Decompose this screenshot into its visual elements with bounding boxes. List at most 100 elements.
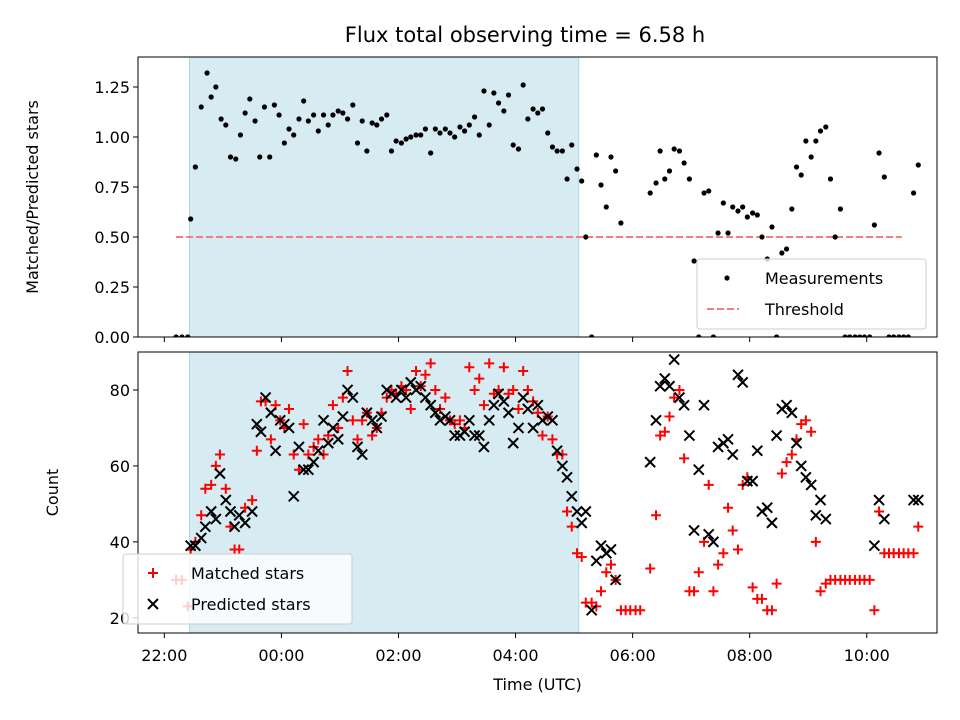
data-point xyxy=(312,445,324,457)
data-point xyxy=(513,403,524,414)
data-point xyxy=(766,517,778,529)
data-point xyxy=(350,102,356,108)
data-point xyxy=(618,220,624,226)
data-point xyxy=(364,148,370,154)
data-point xyxy=(761,501,773,514)
data-point xyxy=(686,176,692,182)
data-point xyxy=(510,142,516,148)
data-point xyxy=(425,358,436,369)
x-tick-label: 06:00 xyxy=(610,646,656,665)
axes-frame xyxy=(137,56,938,338)
data-point xyxy=(405,376,417,389)
data-point xyxy=(184,539,197,552)
data-point xyxy=(832,234,838,240)
data-point xyxy=(185,334,191,337)
data-point xyxy=(783,246,790,252)
data-point xyxy=(798,172,804,178)
y-tick-label: 1.25 xyxy=(94,78,130,97)
data-point xyxy=(214,449,225,460)
data-point xyxy=(347,391,359,404)
data-point xyxy=(605,559,616,570)
data-point xyxy=(559,148,565,154)
data-point xyxy=(539,106,546,112)
data-point xyxy=(437,130,443,136)
data-point xyxy=(878,513,891,525)
data-point xyxy=(598,182,604,188)
data-point xyxy=(501,108,507,114)
data-point xyxy=(547,434,558,445)
data-point xyxy=(556,460,569,472)
data-point xyxy=(302,464,315,476)
ratio-panel: 0.00 0.25 0.50 0.75 1.00 1.25 Matched/Predicte… xyxy=(23,56,938,347)
x-tick-label: 10:00 xyxy=(844,646,890,665)
data-point xyxy=(793,164,800,170)
data-point xyxy=(876,150,882,156)
data-point xyxy=(284,403,295,414)
data-point xyxy=(286,126,292,132)
data-point xyxy=(305,118,311,124)
data-point xyxy=(398,140,405,146)
data-point xyxy=(195,532,207,544)
data-point xyxy=(469,384,480,395)
data-point xyxy=(242,110,248,116)
data-point xyxy=(411,365,422,376)
data-point xyxy=(852,334,858,337)
data-point xyxy=(199,520,212,533)
data-point xyxy=(718,548,729,559)
data-point xyxy=(213,84,219,90)
data-point xyxy=(823,124,829,130)
data-point xyxy=(218,116,224,122)
y-tick-label: 1.00 xyxy=(94,128,130,147)
data-point xyxy=(354,140,361,146)
data-point xyxy=(188,216,194,222)
data-point xyxy=(271,102,277,108)
data-point xyxy=(827,176,834,182)
data-point xyxy=(736,376,749,389)
data-point xyxy=(810,536,821,547)
data-point xyxy=(505,92,512,98)
data-point xyxy=(525,116,531,122)
data-point xyxy=(747,582,758,593)
data-point xyxy=(744,214,750,220)
data-point xyxy=(653,180,659,186)
data-point xyxy=(424,399,437,411)
data-point xyxy=(756,593,767,604)
data-point xyxy=(657,148,663,154)
data-point xyxy=(204,70,210,76)
data-point xyxy=(703,528,715,540)
y-tick-label: 0.25 xyxy=(94,278,130,297)
data-point xyxy=(698,399,710,411)
data-point xyxy=(234,544,245,555)
data-point xyxy=(603,204,609,210)
data-point xyxy=(564,176,570,182)
data-point xyxy=(473,429,485,442)
data-point xyxy=(325,122,331,128)
data-point xyxy=(754,212,760,218)
data-point xyxy=(478,441,490,453)
data-point xyxy=(644,456,656,468)
data-point xyxy=(356,448,368,461)
y-tick-label: 40 xyxy=(110,533,130,552)
data-point xyxy=(727,525,738,536)
data-point xyxy=(483,414,495,427)
y-tick-label: 0.50 xyxy=(94,228,130,247)
x-tick-label: 02:00 xyxy=(375,646,421,665)
x-tick-label: 08:00 xyxy=(727,646,773,665)
y-axis-label: Count xyxy=(43,469,62,517)
data-point xyxy=(471,114,478,120)
data-point xyxy=(545,130,551,136)
data-point xyxy=(267,154,273,160)
chart-title: Flux total observing time = 6.58 h xyxy=(345,23,705,47)
data-point xyxy=(317,414,330,427)
data-point xyxy=(257,154,263,160)
data-point xyxy=(468,429,481,442)
data-point xyxy=(228,520,241,533)
data-point xyxy=(654,380,666,392)
data-point xyxy=(313,434,324,445)
data-point xyxy=(915,162,921,168)
legend-label: Matched stars xyxy=(191,564,304,583)
data-point xyxy=(287,490,300,503)
data-point xyxy=(703,479,714,490)
data-point xyxy=(283,422,295,434)
